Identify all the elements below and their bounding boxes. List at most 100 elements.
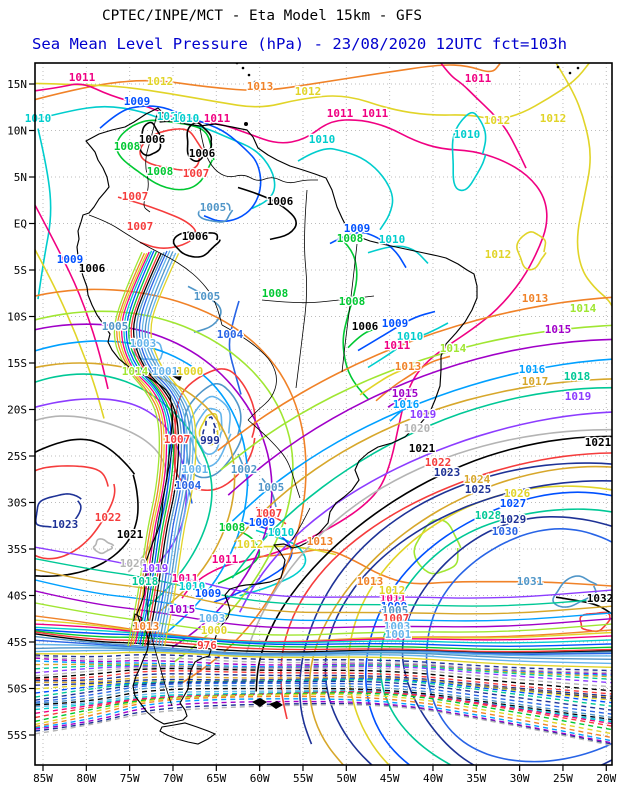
lon-tick-label: 80W — [76, 772, 96, 785]
isobar-line-1017 — [233, 378, 612, 543]
isobar-line-1007 — [35, 631, 612, 653]
isobar-line-1005 — [135, 252, 183, 645]
isobar-line-1024 — [308, 465, 612, 765]
isobar-label: 1009 — [124, 95, 151, 108]
isobar-label: 1005 — [194, 290, 221, 303]
lon-tick-label: 45W — [380, 772, 400, 785]
isobar-label: 1021 — [409, 442, 436, 455]
island-dot — [576, 66, 580, 70]
isobar-label: 1010 — [25, 112, 52, 125]
isobar-line-1014 — [113, 251, 160, 647]
isobar-label: 1012 — [379, 584, 406, 597]
island-dot — [247, 73, 251, 77]
coastlines — [76, 63, 580, 745]
falkland-islands — [252, 698, 283, 709]
isobar-label: 1007 — [183, 167, 210, 180]
isobar-line-1016 — [35, 579, 612, 622]
lon-tick-label: 85W — [33, 772, 53, 785]
lat-tick-label: EQ — [14, 218, 27, 231]
isobar-label: 1024 — [464, 473, 491, 486]
lon-tick-label: 55W — [293, 772, 313, 785]
country-border — [291, 507, 311, 541]
isobar-line-1000 — [35, 651, 612, 668]
isobar-line-993 — [35, 665, 612, 684]
isobar-line-1012 — [118, 252, 165, 646]
isobar-line-1008 — [115, 119, 215, 191]
country-border — [88, 214, 223, 326]
isobar-line-1023 — [298, 462, 612, 745]
lat-tick-label: 55S — [7, 729, 27, 742]
isobar-line-1009 — [213, 521, 293, 603]
isobar-label: 1009 — [382, 317, 409, 330]
isobar-label: 1021 — [117, 528, 144, 541]
island-dot — [556, 65, 560, 69]
isobar-label: 1007 — [383, 612, 410, 625]
isobar-line-1025 — [324, 479, 612, 765]
isobar-label: 1032 — [587, 592, 614, 605]
isobar-label: 1009 — [57, 253, 84, 266]
island-dot — [253, 80, 257, 84]
isobar-line-991 — [35, 667, 612, 692]
isobar-line-1009 — [99, 105, 262, 223]
isobar-label: 1017 — [522, 375, 549, 388]
isobar-label: 1009 — [344, 222, 371, 235]
isobar-line-1015 — [35, 323, 273, 649]
lake-titicaca — [172, 368, 183, 381]
isobar-line-1013 — [116, 253, 163, 647]
isobar-line-1013 — [35, 63, 501, 101]
isobar-label: 1005 — [382, 604, 409, 617]
isobar-line-1009 — [125, 250, 172, 645]
isobar-label: 1013 — [133, 620, 160, 633]
map-title: CPTEC/INPE/MCT - Eta Model 15km - GFS — [102, 8, 422, 24]
isobar-label: 1026 — [504, 487, 531, 500]
isobar-label: 1030 — [492, 525, 519, 538]
isobar-label: 1001 — [385, 628, 412, 641]
isobar-label: 1010 — [173, 112, 200, 125]
isobar-line-1008 — [217, 524, 261, 585]
isobar-label: 1020 — [120, 557, 147, 570]
isobar-line-1002 — [144, 251, 191, 646]
isobar-label: 1013 — [357, 575, 384, 588]
isobar-label: 1008 — [219, 521, 246, 534]
isobar-label: 1006 — [182, 230, 209, 243]
isobar-label: 1012 — [484, 114, 511, 127]
isobar-label: 1011 — [380, 592, 407, 605]
isobar-line-1010 — [35, 626, 612, 644]
isobar-label: 1011 — [465, 72, 492, 85]
isobar-line-1007 — [117, 196, 197, 249]
isobar-label: 1016 — [393, 398, 420, 411]
isobar-line-1014 — [35, 602, 612, 636]
isobar-line-1032 — [555, 596, 612, 615]
isobar-label: 1000 — [201, 624, 228, 637]
lon-tick-label: 35W — [466, 772, 486, 785]
lat-tick-label: 50S — [7, 683, 27, 696]
isobar-label: 1007 — [164, 433, 191, 446]
isobar-line-999 — [202, 416, 217, 438]
isobar-label: 1025 — [465, 483, 492, 496]
isobar-label: 1013 — [522, 292, 549, 305]
isobar-line-1031 — [552, 575, 598, 608]
lon-tick-label: 75W — [120, 772, 140, 785]
isobar-line-1015 — [35, 590, 612, 629]
isobar-line-1010 — [37, 128, 52, 300]
isobar-line-1033 — [579, 611, 612, 633]
isobar-label: 1012 — [485, 248, 512, 261]
isobar-line-1006 — [186, 121, 213, 163]
isobar-label: 1029 — [500, 513, 527, 526]
country-border — [199, 127, 318, 184]
isobar-line-1009 — [35, 628, 612, 648]
isobar-line-982 — [35, 682, 612, 715]
isobar-label: 1019 — [410, 408, 437, 421]
isobar-label: 1001 — [182, 463, 209, 476]
isobar-line-983 — [35, 680, 612, 711]
isobar-line-1010 — [297, 147, 394, 231]
isobar-label: 1016 — [519, 363, 546, 376]
isobar-label: 976 — [197, 639, 217, 652]
isobar-line-1022 — [35, 465, 116, 560]
isobar-line-1016 — [231, 358, 612, 522]
isobar-label: 1010 — [397, 330, 424, 343]
isobar-label: 1000 — [177, 365, 204, 378]
isobar-line-1018 — [231, 386, 612, 579]
isobar-line-1006 — [237, 186, 297, 241]
isobar-line-1012 — [359, 364, 419, 396]
